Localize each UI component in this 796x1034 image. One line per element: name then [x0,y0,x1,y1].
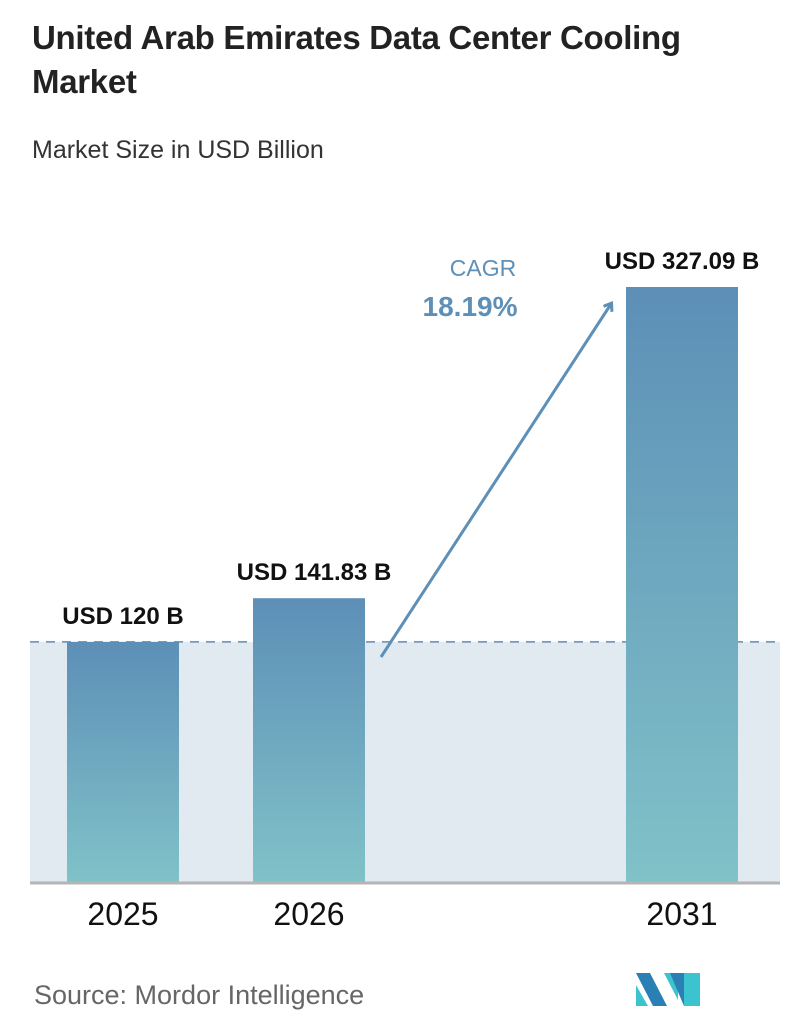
x-tick-2031: 2031 [646,896,717,932]
data-label-2025: USD 120 B [62,603,183,630]
cagr-arrow [379,304,611,658]
bar-2025 [67,641,179,882]
x-tick-2026: 2026 [273,896,344,932]
data-label-2026: USD 141.83 B [237,559,392,586]
cagr-value: 18.19% [423,291,518,322]
data-label-2031: USD 327.09 B [605,248,760,275]
cagr-label: CAGR [450,255,516,281]
chart-title: United Arab Emirates Data Center Cooling… [32,19,681,100]
x-tick-2025: 2025 [87,896,158,932]
source-note: Source: Mordor Intelligence [34,980,365,1010]
mordor-logo [636,973,700,1006]
chart-subtitle: Market Size in USD Billion [32,136,324,164]
bar-2031 [626,287,738,882]
bar-2026 [253,598,365,882]
